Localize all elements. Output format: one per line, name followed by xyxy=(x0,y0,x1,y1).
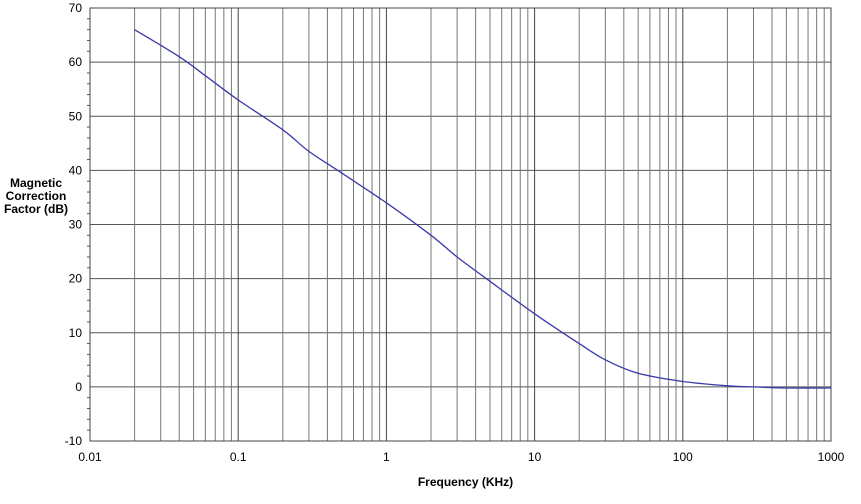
y-axis-ticks: -10 0 10 20 30 40 50 60 70 xyxy=(65,1,83,448)
x-tick-label: 100 xyxy=(673,450,693,464)
x-tick-label: 1 xyxy=(383,450,390,464)
plot-frame xyxy=(89,7,832,442)
y-tick-label: 60 xyxy=(69,55,83,69)
y-tick-label: 0 xyxy=(75,380,82,394)
x-tick-label: 0.01 xyxy=(78,450,102,464)
y-tick-label: -10 xyxy=(65,434,83,448)
grid xyxy=(87,7,831,442)
y-axis-title: Magnetic Correction Factor (dB) xyxy=(4,177,68,216)
y-tick-label: 20 xyxy=(69,272,83,286)
y-tick-label: 10 xyxy=(69,326,83,340)
y-axis-title-line: Factor (dB) xyxy=(4,202,68,216)
x-axis-title: Frequency (KHz) xyxy=(418,475,513,489)
y-axis-title-line: Magnetic xyxy=(9,176,62,190)
y-tick-label: 40 xyxy=(69,163,83,177)
x-tick-label: 1000 xyxy=(818,450,845,464)
x-tick-label: 10 xyxy=(528,450,542,464)
series-line xyxy=(134,29,832,389)
y-tick-label: 70 xyxy=(69,1,83,15)
x-tick-label: 0.1 xyxy=(230,450,247,464)
y-tick-label: 50 xyxy=(69,109,83,123)
y-axis-title-line: Correction xyxy=(5,189,67,203)
y-tick-label: 30 xyxy=(69,218,83,232)
x-axis-ticks: 0.01 0.1 1 10 100 1000 xyxy=(78,450,844,464)
